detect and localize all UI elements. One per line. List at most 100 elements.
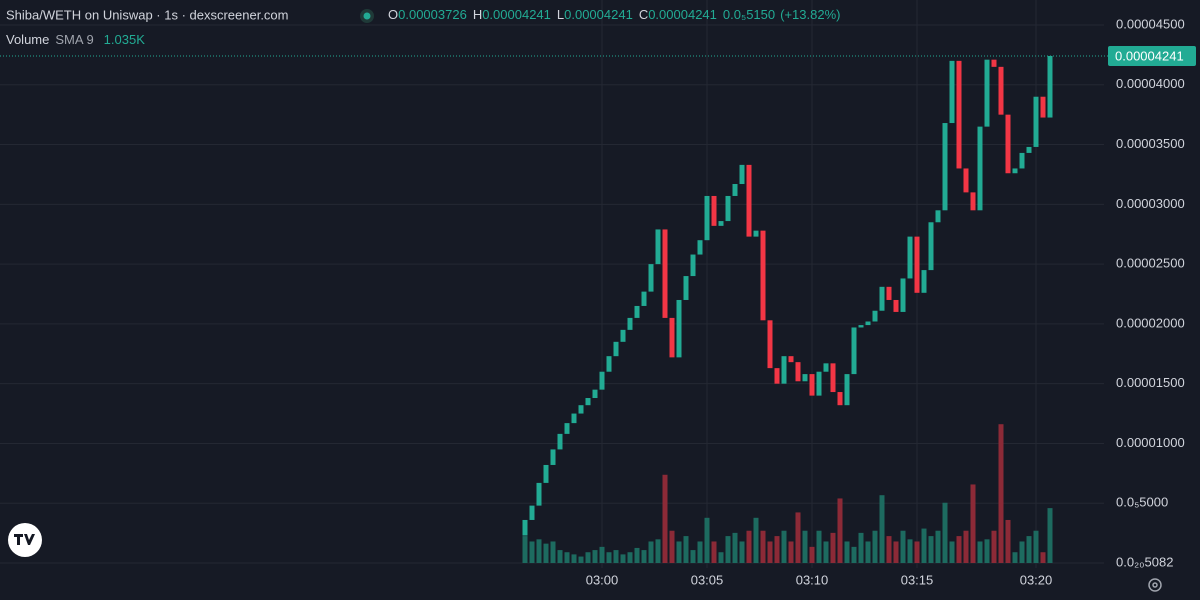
candle-body: [963, 168, 969, 193]
candle-body: [690, 254, 696, 277]
candle-body: [914, 236, 920, 293]
volume-bar: [970, 484, 976, 563]
volume-bar: [753, 517, 759, 563]
candle-body: [676, 299, 682, 358]
volume-bar: [991, 530, 997, 563]
volume-bar: [585, 552, 591, 563]
candle-body: [536, 482, 542, 506]
volume-bar: [816, 530, 822, 563]
volume-bar: [732, 532, 738, 563]
marks: [522, 55, 1053, 563]
volume-bar: [655, 539, 661, 563]
volume-bar: [907, 539, 913, 563]
volume-bar: [578, 556, 584, 563]
candle-body: [865, 321, 871, 326]
candle-body: [816, 371, 822, 396]
volume-bar: [613, 550, 619, 563]
x-tick-label: 03:15: [901, 572, 934, 587]
candle-body: [1012, 168, 1018, 174]
candle-body: [921, 270, 927, 293]
volume-bar: [928, 536, 934, 563]
candle-body: [886, 286, 892, 300]
volume-bar: [795, 512, 801, 563]
settings-icon[interactable]: [1148, 578, 1162, 592]
volume-bar: [767, 541, 773, 563]
candle-body: [1047, 55, 1053, 118]
candle-body: [578, 405, 584, 414]
candle-body: [704, 195, 710, 241]
candle-body: [697, 240, 703, 255]
volume-bar: [571, 554, 577, 563]
volume-bar: [543, 543, 549, 563]
volume-bar: [886, 536, 892, 563]
status-dot: [363, 12, 371, 20]
x-tick-label: 03:10: [796, 572, 829, 587]
volume-title: Volume: [6, 32, 49, 47]
volume-bar: [823, 541, 829, 563]
candle-body: [851, 327, 857, 375]
volume-bar: [599, 546, 605, 563]
candle-body: [774, 368, 780, 384]
candle-body: [802, 374, 808, 382]
candle-body: [620, 329, 626, 342]
volume-bar: [900, 530, 906, 563]
volume-label: Volume SMA 9 1.035K: [6, 32, 145, 47]
volume-bar: [669, 530, 675, 563]
volume-bar: [942, 502, 948, 563]
ohlc-header: O0.00003726 H0.00004241 L0.00004241 C0.0000…: [388, 7, 840, 22]
candle-body: [662, 229, 668, 318]
candle-body: [998, 66, 1004, 115]
volume-bar: [935, 530, 941, 563]
candle-body: [599, 371, 605, 390]
volume-bar: [949, 541, 955, 563]
candle-body: [739, 164, 745, 185]
candle-body: [718, 221, 724, 226]
y-tick-label: 0.00002500: [1116, 256, 1185, 271]
candle-body: [844, 374, 850, 406]
candle-body: [634, 305, 640, 318]
volume-bar: [998, 424, 1004, 563]
candle-body: [711, 195, 717, 226]
candle-body: [683, 276, 689, 300]
candle-body: [613, 341, 619, 357]
volume-bar: [550, 541, 556, 563]
volume-bar: [963, 530, 969, 563]
change-pct: (+13.82%): [780, 7, 840, 22]
candle-body: [984, 59, 990, 127]
candle-body: [1026, 146, 1032, 153]
candle-body: [543, 464, 549, 483]
volume-bar: [746, 530, 752, 563]
volume-bar: [1005, 519, 1011, 563]
y-tick-label: 0.0₂₀5082: [1116, 554, 1173, 569]
candle-body: [809, 374, 815, 396]
candle-body: [732, 184, 738, 196]
volume-bar: [893, 541, 899, 563]
candle-body: [753, 230, 759, 237]
candle-body: [669, 317, 675, 358]
volume-bar: [606, 552, 612, 563]
volume-bar: [627, 552, 633, 563]
volume-bar: [739, 541, 745, 563]
volume-sma-value: 1.035K: [104, 32, 146, 47]
y-tick-label: 0.00001000: [1116, 435, 1185, 450]
volume-bar: [564, 552, 570, 563]
volume-bar: [774, 536, 780, 563]
candle-body: [760, 230, 766, 321]
volume-bar: [858, 532, 864, 563]
volume-bar: [620, 554, 626, 563]
last-price-tag: [1108, 45, 1196, 66]
logo[interactable]: [8, 523, 42, 557]
candle-body: [564, 423, 570, 434]
candle-body: [592, 389, 598, 399]
candle-body: [991, 59, 997, 67]
candle-body: [907, 236, 913, 279]
candle-body: [949, 60, 955, 124]
candle-body: [1040, 96, 1046, 118]
volume-bar: [536, 539, 542, 563]
volume-bar: [690, 550, 696, 563]
volume-bar: [1033, 530, 1039, 563]
candle-body: [585, 398, 591, 406]
candle-body: [781, 356, 787, 384]
